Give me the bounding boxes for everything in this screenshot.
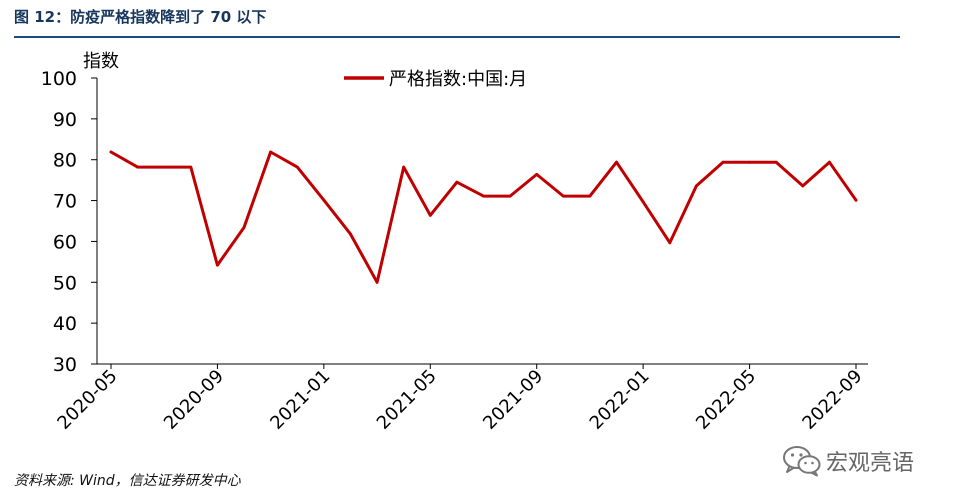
data-point [269, 150, 272, 154]
data-point [721, 160, 725, 164]
data-point [295, 165, 299, 169]
data-point [801, 184, 805, 188]
figure-title: 图 12：防疫严格指数降到了 70 以下 [14, 8, 267, 26]
x-tick-label: 2021-01 [266, 366, 334, 434]
y-tick-label: 100 [41, 68, 77, 90]
data-point [588, 194, 592, 198]
data-point [349, 232, 352, 236]
data-point [641, 200, 645, 204]
data-point [774, 160, 778, 164]
series-line [109, 150, 858, 284]
data-point [109, 150, 113, 154]
data-point [482, 194, 485, 198]
axes [96, 78, 868, 365]
data-point [242, 226, 246, 229]
legend-label: 严格指数:中国:月 [389, 69, 527, 90]
data-point [375, 280, 379, 284]
x-tick-label: 2020-09 [160, 366, 228, 434]
x-tick-label: 2022-09 [798, 366, 866, 434]
data-point [748, 160, 751, 164]
data-point [216, 263, 219, 267]
y-tick-label: 30 [53, 354, 77, 376]
title-rule [14, 36, 900, 38]
data-point [162, 165, 166, 169]
data-point [322, 198, 326, 202]
watermark: 宏观亮语 [782, 444, 914, 478]
wechat-icon [783, 446, 821, 477]
data-point [508, 194, 512, 198]
source-note: 资料来源: Wind，信达证券研发中心 [14, 473, 241, 489]
data-point [189, 165, 193, 169]
data-point [428, 213, 432, 217]
watermark-text: 宏观亮语 [826, 451, 915, 476]
x-tick-label: 2022-01 [586, 366, 654, 434]
y-tick-label: 50 [53, 272, 77, 294]
x-ticks: 2020-05 2020-09 2021-01 2021-05 2021-09 2022-… [53, 364, 867, 434]
data-point [854, 198, 858, 202]
y-tick-label: 40 [53, 313, 77, 335]
x-tick-label: 2021-05 [373, 366, 441, 434]
x-tick-label: 2022-05 [692, 366, 760, 434]
data-point [695, 184, 698, 188]
data-point [535, 173, 539, 176]
x-tick-label: 2021-09 [479, 366, 547, 434]
y-tick-label: 60 [53, 231, 77, 253]
y-axis-title: 指数 [83, 51, 119, 72]
data-point [136, 165, 140, 169]
y-tick-label: 70 [53, 191, 77, 213]
legend: 严格指数:中国:月 [344, 69, 527, 90]
y-tick-label: 80 [53, 150, 77, 172]
y-ticks: 100 90 80 70 60 50 40 30 [41, 68, 97, 376]
data-point [615, 160, 618, 164]
y-tick-label: 90 [53, 109, 77, 131]
data-point [402, 165, 406, 169]
series-layer [109, 150, 858, 284]
data-point [668, 241, 672, 245]
data-point [828, 160, 831, 164]
data-point [455, 180, 459, 184]
data-point [561, 194, 565, 198]
